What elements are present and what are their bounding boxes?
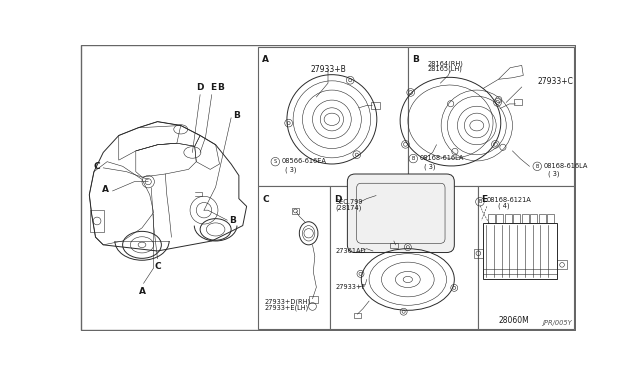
Bar xyxy=(557,260,566,269)
Text: 08168-616LA: 08168-616LA xyxy=(543,163,588,169)
Text: B: B xyxy=(412,156,415,161)
Text: ( 4): ( 4) xyxy=(499,202,510,209)
Text: 27933+D(RH): 27933+D(RH) xyxy=(264,299,310,305)
Text: ( 3): ( 3) xyxy=(285,166,296,173)
Text: 27933+C: 27933+C xyxy=(537,77,573,86)
Text: 27933+E(LH): 27933+E(LH) xyxy=(264,304,308,311)
Bar xyxy=(474,249,483,258)
Text: 27361AD: 27361AD xyxy=(336,248,366,254)
Bar xyxy=(547,214,554,223)
Text: S: S xyxy=(274,159,277,164)
Text: (28174): (28174) xyxy=(336,204,362,211)
Text: A: A xyxy=(102,185,109,194)
Text: ( 3): ( 3) xyxy=(548,171,559,177)
Text: B: B xyxy=(412,55,419,64)
Bar xyxy=(353,312,362,318)
Text: ( 3): ( 3) xyxy=(424,163,436,170)
Text: SEC.799: SEC.799 xyxy=(336,199,364,205)
Text: 28060M: 28060M xyxy=(499,316,529,325)
Bar xyxy=(390,243,397,248)
Text: D: D xyxy=(196,83,204,92)
Text: B: B xyxy=(218,83,225,92)
Text: B: B xyxy=(230,216,236,225)
Bar xyxy=(488,214,495,223)
Bar xyxy=(496,214,503,223)
Text: 08168-6121A: 08168-6121A xyxy=(487,197,532,203)
Bar xyxy=(330,186,477,329)
Text: 28164(RH): 28164(RH) xyxy=(428,60,463,67)
Text: B: B xyxy=(536,164,539,169)
Text: 28165(LH): 28165(LH) xyxy=(428,65,462,72)
Text: 27933+F: 27933+F xyxy=(336,284,366,290)
Text: C: C xyxy=(154,262,161,271)
Bar xyxy=(408,47,573,186)
Bar xyxy=(292,208,298,214)
Bar xyxy=(371,102,380,109)
Text: B: B xyxy=(478,199,481,204)
Text: 08168-616LA: 08168-616LA xyxy=(419,155,464,161)
Bar xyxy=(514,99,522,106)
Bar xyxy=(483,223,557,279)
Bar xyxy=(308,296,318,302)
Text: B: B xyxy=(233,111,239,120)
Text: 08566-616EA: 08566-616EA xyxy=(282,158,326,164)
Text: D: D xyxy=(334,195,342,204)
Text: E: E xyxy=(481,195,488,204)
Text: C: C xyxy=(262,195,269,204)
Bar xyxy=(505,214,511,223)
Bar xyxy=(513,214,520,223)
Text: C: C xyxy=(93,162,100,171)
Bar xyxy=(259,186,330,329)
Text: JPR/005Y: JPR/005Y xyxy=(543,320,572,327)
Text: A: A xyxy=(262,55,269,64)
Bar xyxy=(522,214,529,223)
Bar xyxy=(531,214,537,223)
Bar xyxy=(259,47,408,186)
Bar xyxy=(477,186,573,329)
Text: 27933+B: 27933+B xyxy=(310,65,346,74)
Bar xyxy=(539,214,546,223)
Text: E: E xyxy=(210,83,216,92)
Bar xyxy=(90,210,104,232)
FancyBboxPatch shape xyxy=(348,174,454,253)
Text: A: A xyxy=(138,287,145,296)
